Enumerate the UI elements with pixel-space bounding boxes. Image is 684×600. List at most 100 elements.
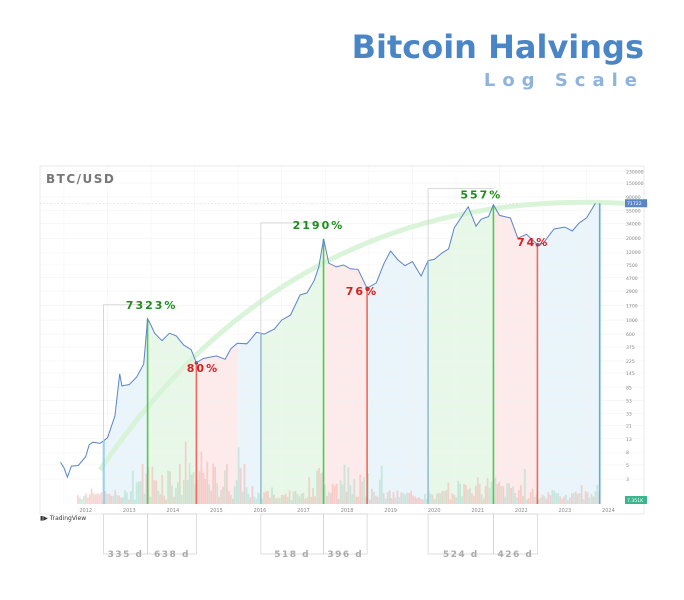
btc-price-line [60,202,596,479]
volume-bar [445,490,448,504]
volume-bar [308,477,311,504]
volume-bar [533,496,536,504]
duration-label: 335 d [108,550,144,560]
duration-label: 518 d [274,550,310,560]
volume-bar [461,496,463,504]
volume-bar [355,496,358,504]
volume-bar [363,477,365,504]
volume-bar [194,484,197,504]
volume-bar [188,463,191,504]
volume-bar [488,487,491,504]
volume-bar [537,499,540,504]
volume-bar [557,493,559,504]
volume-bar [508,483,510,504]
volume-bar [547,492,550,504]
volume-bar [153,480,156,504]
volume-bar [326,496,328,504]
volume-bar [133,499,136,504]
volume-bar [269,497,271,504]
volume-bar [296,493,299,504]
volume-bar [441,490,444,504]
gain-label: 7323% [126,299,178,312]
volume-bar [378,479,381,504]
volume-bar [416,498,418,504]
volume-bar [563,496,565,504]
volume-bar [516,497,518,504]
volume-bar [467,489,469,504]
volume-bar [241,491,244,504]
volume-bar [255,498,258,504]
volume-bar [151,466,154,504]
volume-bar [149,496,152,504]
volume-bar [239,467,242,504]
volume-bar [222,486,224,504]
volume-bar [335,483,338,504]
volume-bar [278,497,281,504]
x-tick-label: 2014 [166,508,179,514]
y-tick-label: 33 [626,411,632,417]
volume-bar [465,485,467,504]
price-tag-bottom-label: 7.351K [627,498,644,504]
y-tick-label: 8 [626,450,629,456]
volume-bar [559,496,561,504]
volume-bar [290,500,293,504]
volume-bar [84,493,87,504]
volume-bar [592,496,595,504]
volume-bar [520,485,522,504]
y-tick-label: 13 [626,437,632,443]
y-tick-label: 225 [626,359,635,365]
y-tick-label: 85 [626,385,632,391]
volume-bar [288,490,291,504]
volume-bar [161,475,164,504]
volume-bar [82,495,85,504]
volume-bar [386,492,389,504]
volume-bar [206,461,209,504]
volume-bar [245,487,248,504]
volume-bar [237,447,240,504]
duration-label: 426 d [497,550,533,560]
volume-bar [327,491,330,504]
volume-bar [343,464,346,504]
duration-box [493,513,538,555]
volume-bar [494,477,497,504]
volume-bar [529,492,532,504]
volume-bar [353,478,356,504]
volume-bar [324,484,326,504]
volume-bar [198,471,201,504]
volume-bar [469,487,471,504]
volume-bar [551,490,554,504]
volume-bar [549,495,552,504]
duration-label: 638 d [154,550,190,560]
volume-bar [373,491,375,504]
volume-bar [449,499,452,504]
volume-bar [586,492,589,504]
volume-bar [247,493,250,504]
volume-bar [590,493,593,504]
volume-bar [396,490,399,504]
volume-bar [553,490,556,504]
volume-bar [314,496,316,504]
volume-bar [320,473,322,504]
tradingview-icon: ▮▶ [40,515,48,522]
volume-bar [506,483,509,504]
volume-bar [588,497,591,504]
volume-bar [298,496,301,504]
volume-bar [143,493,146,504]
volume-bar [329,492,332,504]
volume-bar [302,492,305,504]
volume-bar [431,494,434,504]
volume-bar [567,499,569,504]
volume-bar [284,493,287,504]
volume-bar [418,497,420,504]
duration-label: 396 d [327,550,363,560]
volume-bar [576,493,579,504]
volume-bar [527,498,530,504]
volume-bar [404,494,407,504]
volume-bar [535,494,538,504]
volume-bar [367,473,369,504]
volume-bar [212,463,215,504]
volume-bar [180,495,183,504]
x-tick-label: 2022 [515,508,528,514]
volume-bar [173,496,175,504]
volume-bar [135,482,138,504]
